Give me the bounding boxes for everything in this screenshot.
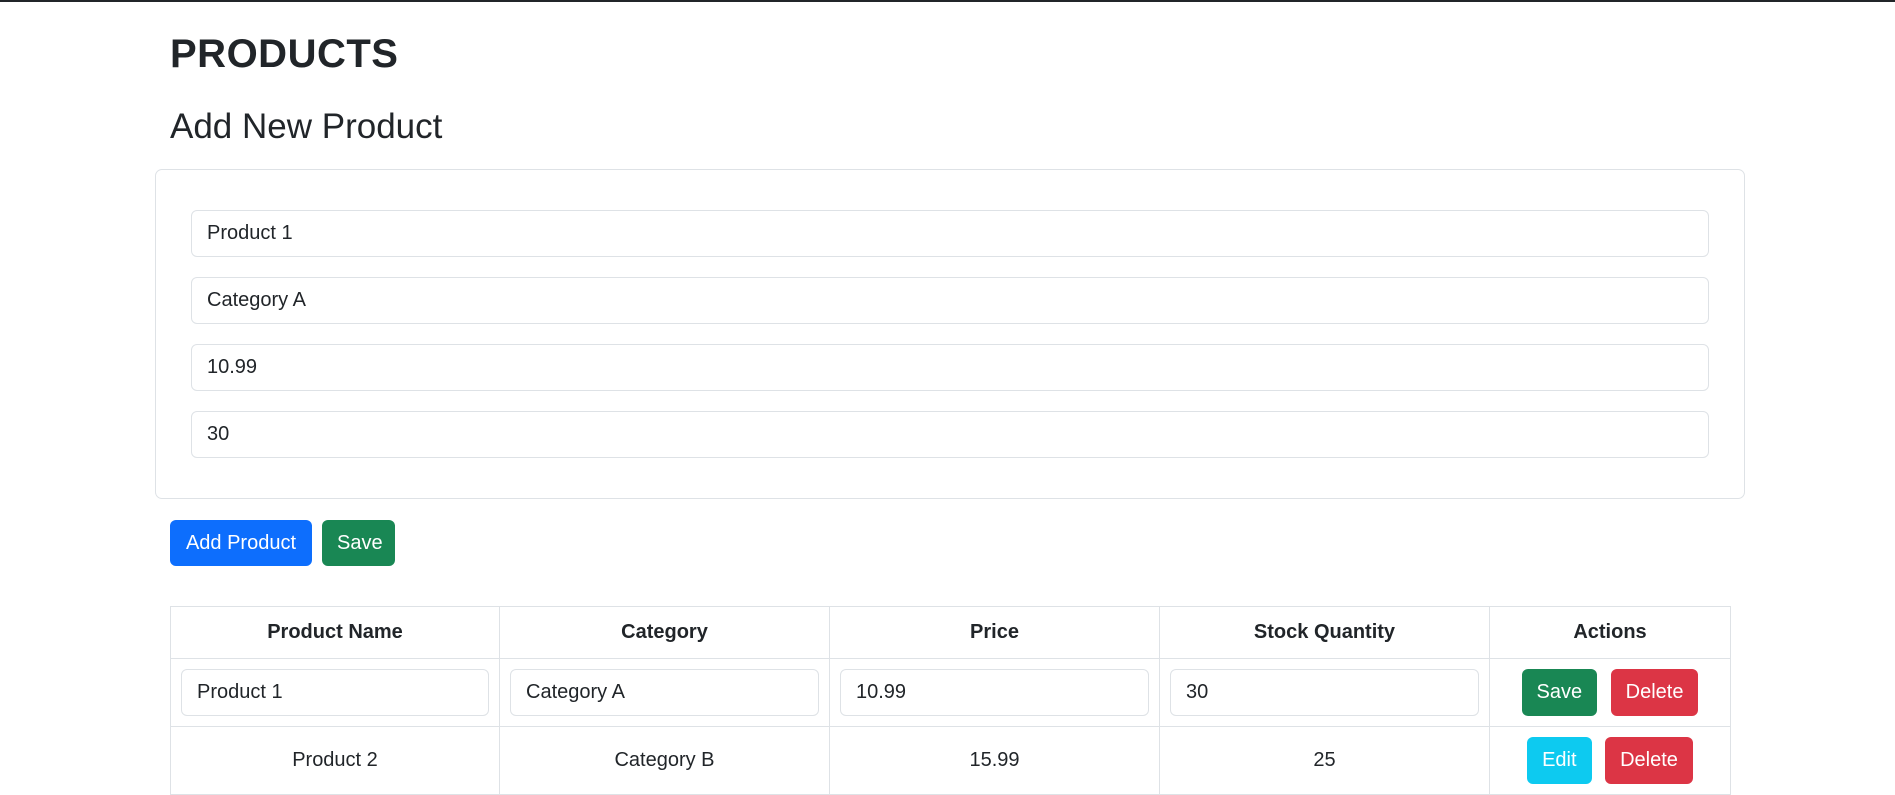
table-row-editing: Save Delete — [170, 658, 1731, 727]
save-button[interactable]: Save — [322, 520, 395, 566]
row-edit-button[interactable]: Edit — [1527, 737, 1592, 784]
price-input[interactable] — [191, 344, 1709, 391]
row-product-name-input[interactable] — [181, 669, 489, 716]
cell-product-name — [170, 658, 500, 727]
cell-price — [829, 658, 1160, 727]
cell-stock — [1159, 658, 1490, 727]
category-input[interactable] — [191, 277, 1709, 324]
header-product-name: Product Name — [170, 606, 500, 659]
top-border-line — [0, 0, 1895, 2]
header-stock-quantity: Stock Quantity — [1159, 606, 1490, 659]
cell-category: Category B — [499, 726, 830, 795]
cell-stock: 25 — [1159, 726, 1490, 795]
cell-actions: Edit Delete — [1489, 726, 1731, 795]
page-title: PRODUCTS — [170, 32, 399, 76]
product-name-input[interactable] — [191, 210, 1709, 257]
row-delete-button[interactable]: Delete — [1605, 737, 1693, 784]
table-row: Product 2 Category B 15.99 25 Edit Delet… — [170, 726, 1731, 795]
header-category: Category — [499, 606, 830, 659]
row-delete-button[interactable]: Delete — [1610, 669, 1699, 716]
row-price-input[interactable] — [840, 669, 1149, 716]
add-product-button[interactable]: Add Product — [170, 520, 312, 566]
row-stock-input[interactable] — [1170, 669, 1479, 716]
cell-actions: Save Delete — [1489, 658, 1731, 727]
header-price: Price — [829, 606, 1160, 659]
cell-category — [499, 658, 830, 727]
header-actions: Actions — [1489, 606, 1731, 659]
table-header-row: Product Name Category Price Stock Quanti… — [170, 606, 1731, 659]
stock-quantity-input[interactable] — [191, 411, 1709, 458]
add-product-form — [155, 169, 1745, 499]
row-save-button[interactable]: Save — [1521, 669, 1598, 716]
row-category-input[interactable] — [510, 669, 819, 716]
add-product-heading: Add New Product — [170, 107, 443, 146]
cell-price: 15.99 — [829, 726, 1160, 795]
cell-product-name: Product 2 — [170, 726, 500, 795]
products-table: Product Name Category Price Stock Quanti… — [170, 606, 1731, 795]
